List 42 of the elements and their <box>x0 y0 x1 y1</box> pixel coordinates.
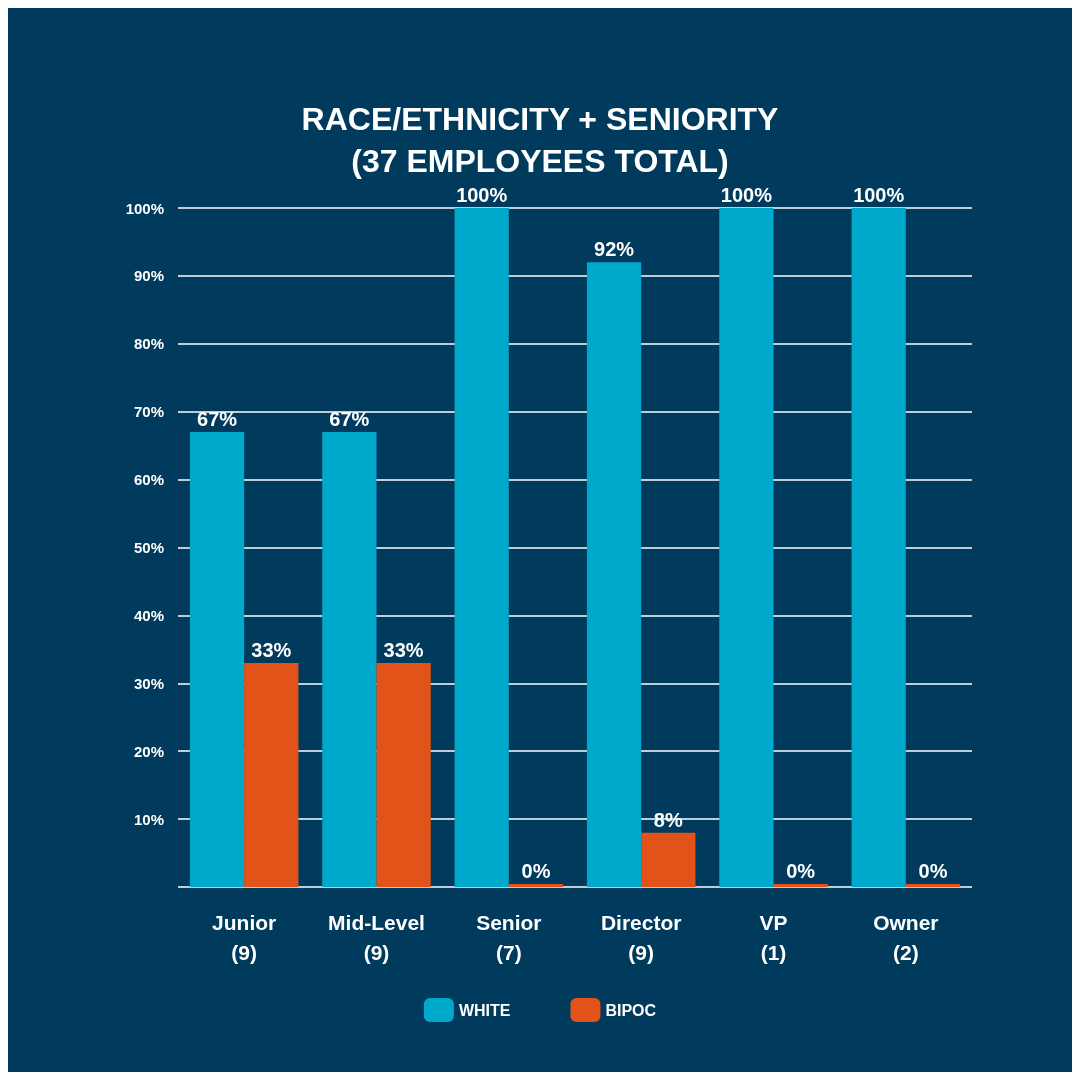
bar <box>719 208 774 887</box>
data-label: 0% <box>521 860 551 882</box>
bar <box>322 432 377 887</box>
data-label: 100% <box>853 184 905 206</box>
data-label: 33% <box>383 638 424 661</box>
y-tick-label: 90% <box>133 267 164 285</box>
data-label: 0% <box>786 860 816 882</box>
bar <box>773 884 828 887</box>
x-tick-label: VP (1) <box>759 910 788 964</box>
bar <box>586 262 642 887</box>
data-label: 100% <box>720 184 773 206</box>
bar <box>641 832 696 887</box>
bar <box>189 432 245 887</box>
x-tick-label: Senior (7) <box>476 910 542 964</box>
x-tick-label: Mid-Level (9) <box>328 910 425 964</box>
bar <box>454 208 509 887</box>
x-tick-label: Director (9) <box>600 910 682 964</box>
legend-label: BIPOC <box>605 1001 657 1019</box>
y-tick-label: 100% <box>125 199 164 217</box>
data-label: 92% <box>594 238 635 261</box>
y-tick-label: 40% <box>133 606 164 624</box>
legend-label: WHITE <box>458 1001 511 1019</box>
data-label: 100% <box>456 184 508 206</box>
data-label: 33% <box>251 638 292 661</box>
y-tick-label: 70% <box>133 403 164 421</box>
x-tick-label: Junior (9) <box>212 910 277 964</box>
bar <box>244 662 299 887</box>
y-tick-label: 20% <box>133 742 164 760</box>
y-tick-label: 30% <box>133 674 164 692</box>
y-tick-label: 10% <box>133 810 164 828</box>
y-tick-label: 50% <box>133 539 164 556</box>
data-label: 67% <box>197 408 238 431</box>
y-tick-label: 80% <box>133 335 164 353</box>
bar <box>851 208 906 887</box>
data-label: 0% <box>918 860 948 882</box>
data-label: 67% <box>329 408 370 431</box>
bar <box>376 662 431 887</box>
bar <box>905 884 961 887</box>
y-tick-label: 60% <box>133 471 164 489</box>
x-tick-label: Owner (2) <box>873 910 939 964</box>
bar <box>508 884 564 887</box>
chart-title: RACE/ETHNICITY + SENIORITY (37 EMPLOYEES TOTAL) <box>301 101 779 179</box>
